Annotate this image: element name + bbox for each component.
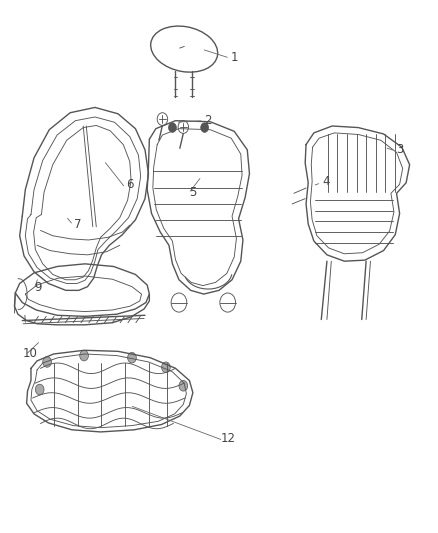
Circle shape (35, 384, 44, 395)
Text: 6: 6 (126, 178, 134, 191)
Text: 10: 10 (22, 348, 37, 360)
Text: 4: 4 (322, 175, 329, 188)
Text: 9: 9 (35, 281, 42, 294)
Text: 3: 3 (396, 143, 403, 156)
Text: 1: 1 (230, 51, 238, 63)
Text: 5: 5 (189, 186, 197, 199)
Circle shape (43, 357, 51, 367)
Circle shape (201, 123, 208, 132)
Text: 12: 12 (220, 432, 235, 446)
Circle shape (169, 123, 177, 132)
Circle shape (162, 362, 170, 373)
Circle shape (127, 352, 136, 363)
Circle shape (179, 381, 187, 391)
Circle shape (80, 350, 88, 361)
Text: 2: 2 (205, 114, 212, 127)
Text: 7: 7 (74, 217, 81, 231)
